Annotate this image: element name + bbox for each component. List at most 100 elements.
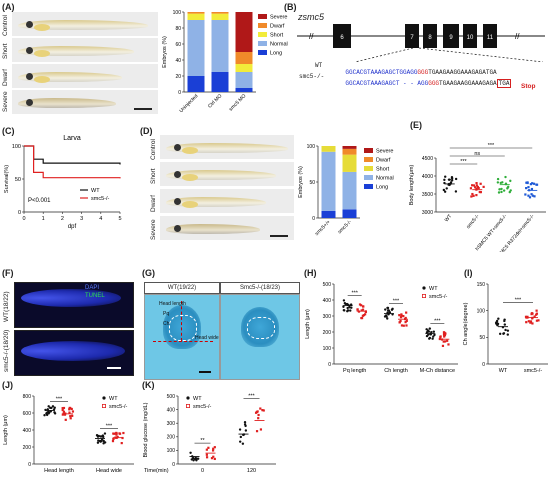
p-value-annotation: P<0.001 xyxy=(28,198,51,204)
panel-label-i: (I) xyxy=(464,268,473,278)
data-point xyxy=(118,432,121,435)
chart-a-stacked-bar: 0 20 40 60 80 100 Embryos (%) Uninjected Ctrl MO… xyxy=(162,10,288,114)
data-point xyxy=(443,332,446,335)
legend-swatch xyxy=(258,23,267,28)
x-tick-label: Ch length xyxy=(384,368,408,374)
data-point xyxy=(529,320,533,323)
y-tick-label: 40 xyxy=(175,58,181,64)
data-point xyxy=(430,331,433,334)
data-point xyxy=(431,337,434,340)
significance-label: *** xyxy=(515,297,522,303)
data-point xyxy=(535,183,538,186)
data-point xyxy=(50,406,53,410)
x-tick-label: WT xyxy=(444,213,454,223)
data-point xyxy=(71,410,75,413)
legend-label: WT xyxy=(193,396,202,402)
data-point xyxy=(205,448,208,451)
significance-label: *** xyxy=(56,396,63,402)
x-tick-label: smc5+/+ xyxy=(314,219,332,237)
legend-label: smc5-/- xyxy=(193,404,212,410)
row-label-dwarf: Dwarf xyxy=(2,69,9,86)
y-tick-label: 300 xyxy=(323,314,332,320)
panel-label-g: (G) xyxy=(142,268,155,278)
y-tick-label: 100 xyxy=(173,10,182,16)
data-point xyxy=(343,309,346,312)
data-point xyxy=(398,314,401,317)
data-point xyxy=(195,457,198,460)
data-point xyxy=(404,321,407,324)
wt-title: WT(19/22) xyxy=(144,282,220,294)
significance-label: *** xyxy=(248,393,255,399)
x-tick-label: Head length xyxy=(44,468,74,474)
data-point xyxy=(506,333,509,336)
data-point xyxy=(531,322,534,325)
data-point xyxy=(478,190,481,194)
zoom-line xyxy=(418,47,544,62)
legend-swatch xyxy=(102,396,106,400)
exon-label: 9 xyxy=(449,35,453,41)
chart-i-scatter: 0 50 100 150 Ch angle(degree) WT smc5-/- *** xyxy=(463,282,548,374)
data-point xyxy=(432,330,436,333)
row-label-short: Short xyxy=(150,168,157,184)
data-point xyxy=(535,313,538,316)
data-point xyxy=(525,186,528,190)
data-point xyxy=(259,428,263,431)
y-tick-label: 500 xyxy=(323,282,332,288)
data-point xyxy=(45,411,49,414)
data-point xyxy=(46,408,50,411)
data-point xyxy=(259,407,262,410)
y-tick-label: 200 xyxy=(323,330,332,336)
data-point xyxy=(432,335,435,338)
data-point xyxy=(474,186,477,189)
data-point xyxy=(450,177,454,180)
gene-structure-diagram: // // 6 7 8 9 10 11 xyxy=(297,24,545,62)
data-point xyxy=(503,323,507,326)
legend-swatch xyxy=(364,184,373,189)
data-point xyxy=(360,309,363,312)
legend-label: WT xyxy=(109,396,118,402)
data-point xyxy=(191,456,195,460)
data-point xyxy=(454,190,458,193)
data-point xyxy=(399,319,402,323)
data-point xyxy=(527,320,530,323)
data-point xyxy=(472,194,475,197)
data-point xyxy=(442,331,446,334)
data-point xyxy=(384,308,387,311)
data-point xyxy=(532,182,536,185)
exon-box xyxy=(483,24,497,48)
y-tick-label: 4000 xyxy=(422,174,433,180)
wt-seq-blue: GGCACGTAAAGAGCTGGAGG xyxy=(345,69,418,76)
data-point xyxy=(444,332,447,335)
data-point xyxy=(257,413,260,417)
data-point xyxy=(364,313,367,316)
data-point xyxy=(537,319,540,322)
mutant-label: smc5-/- xyxy=(299,73,325,80)
y-axis-label: Survival(%) xyxy=(4,165,10,193)
data-point xyxy=(241,442,245,445)
y-axis-label: Body length(μm) xyxy=(409,165,415,206)
y-tick-label: 50 xyxy=(15,177,21,183)
break-mark: // xyxy=(309,32,314,41)
data-point xyxy=(346,306,349,310)
row-label-control: Control xyxy=(150,139,157,160)
data-point xyxy=(471,192,474,196)
data-point xyxy=(504,328,507,332)
data-point xyxy=(343,302,347,305)
bar-segment xyxy=(211,72,229,92)
survival-line xyxy=(24,145,121,165)
data-point xyxy=(404,316,407,320)
pq-annotation: Pq xyxy=(163,311,170,317)
data-point xyxy=(115,433,118,436)
chart-d-stacked-bar: 0 50 100 Embryos (%) smc5+/+ smc5-/- Severe Dwa… xyxy=(298,144,394,237)
data-point xyxy=(103,432,107,435)
exon-label: 10 xyxy=(467,35,474,41)
data-point xyxy=(112,437,115,440)
y-tick-label: 600 xyxy=(23,411,32,417)
chart-j-scatter: 0 200 400 600 800 Length (μm) *** Head length **… xyxy=(3,394,134,474)
mut-seq-blue: GGCACGTAAAGAGCT - - AGG xyxy=(345,80,429,87)
data-point xyxy=(496,181,500,184)
exon-box xyxy=(463,24,477,48)
legend-swatch xyxy=(186,403,191,408)
data-point xyxy=(535,309,538,312)
data-point xyxy=(45,413,49,417)
